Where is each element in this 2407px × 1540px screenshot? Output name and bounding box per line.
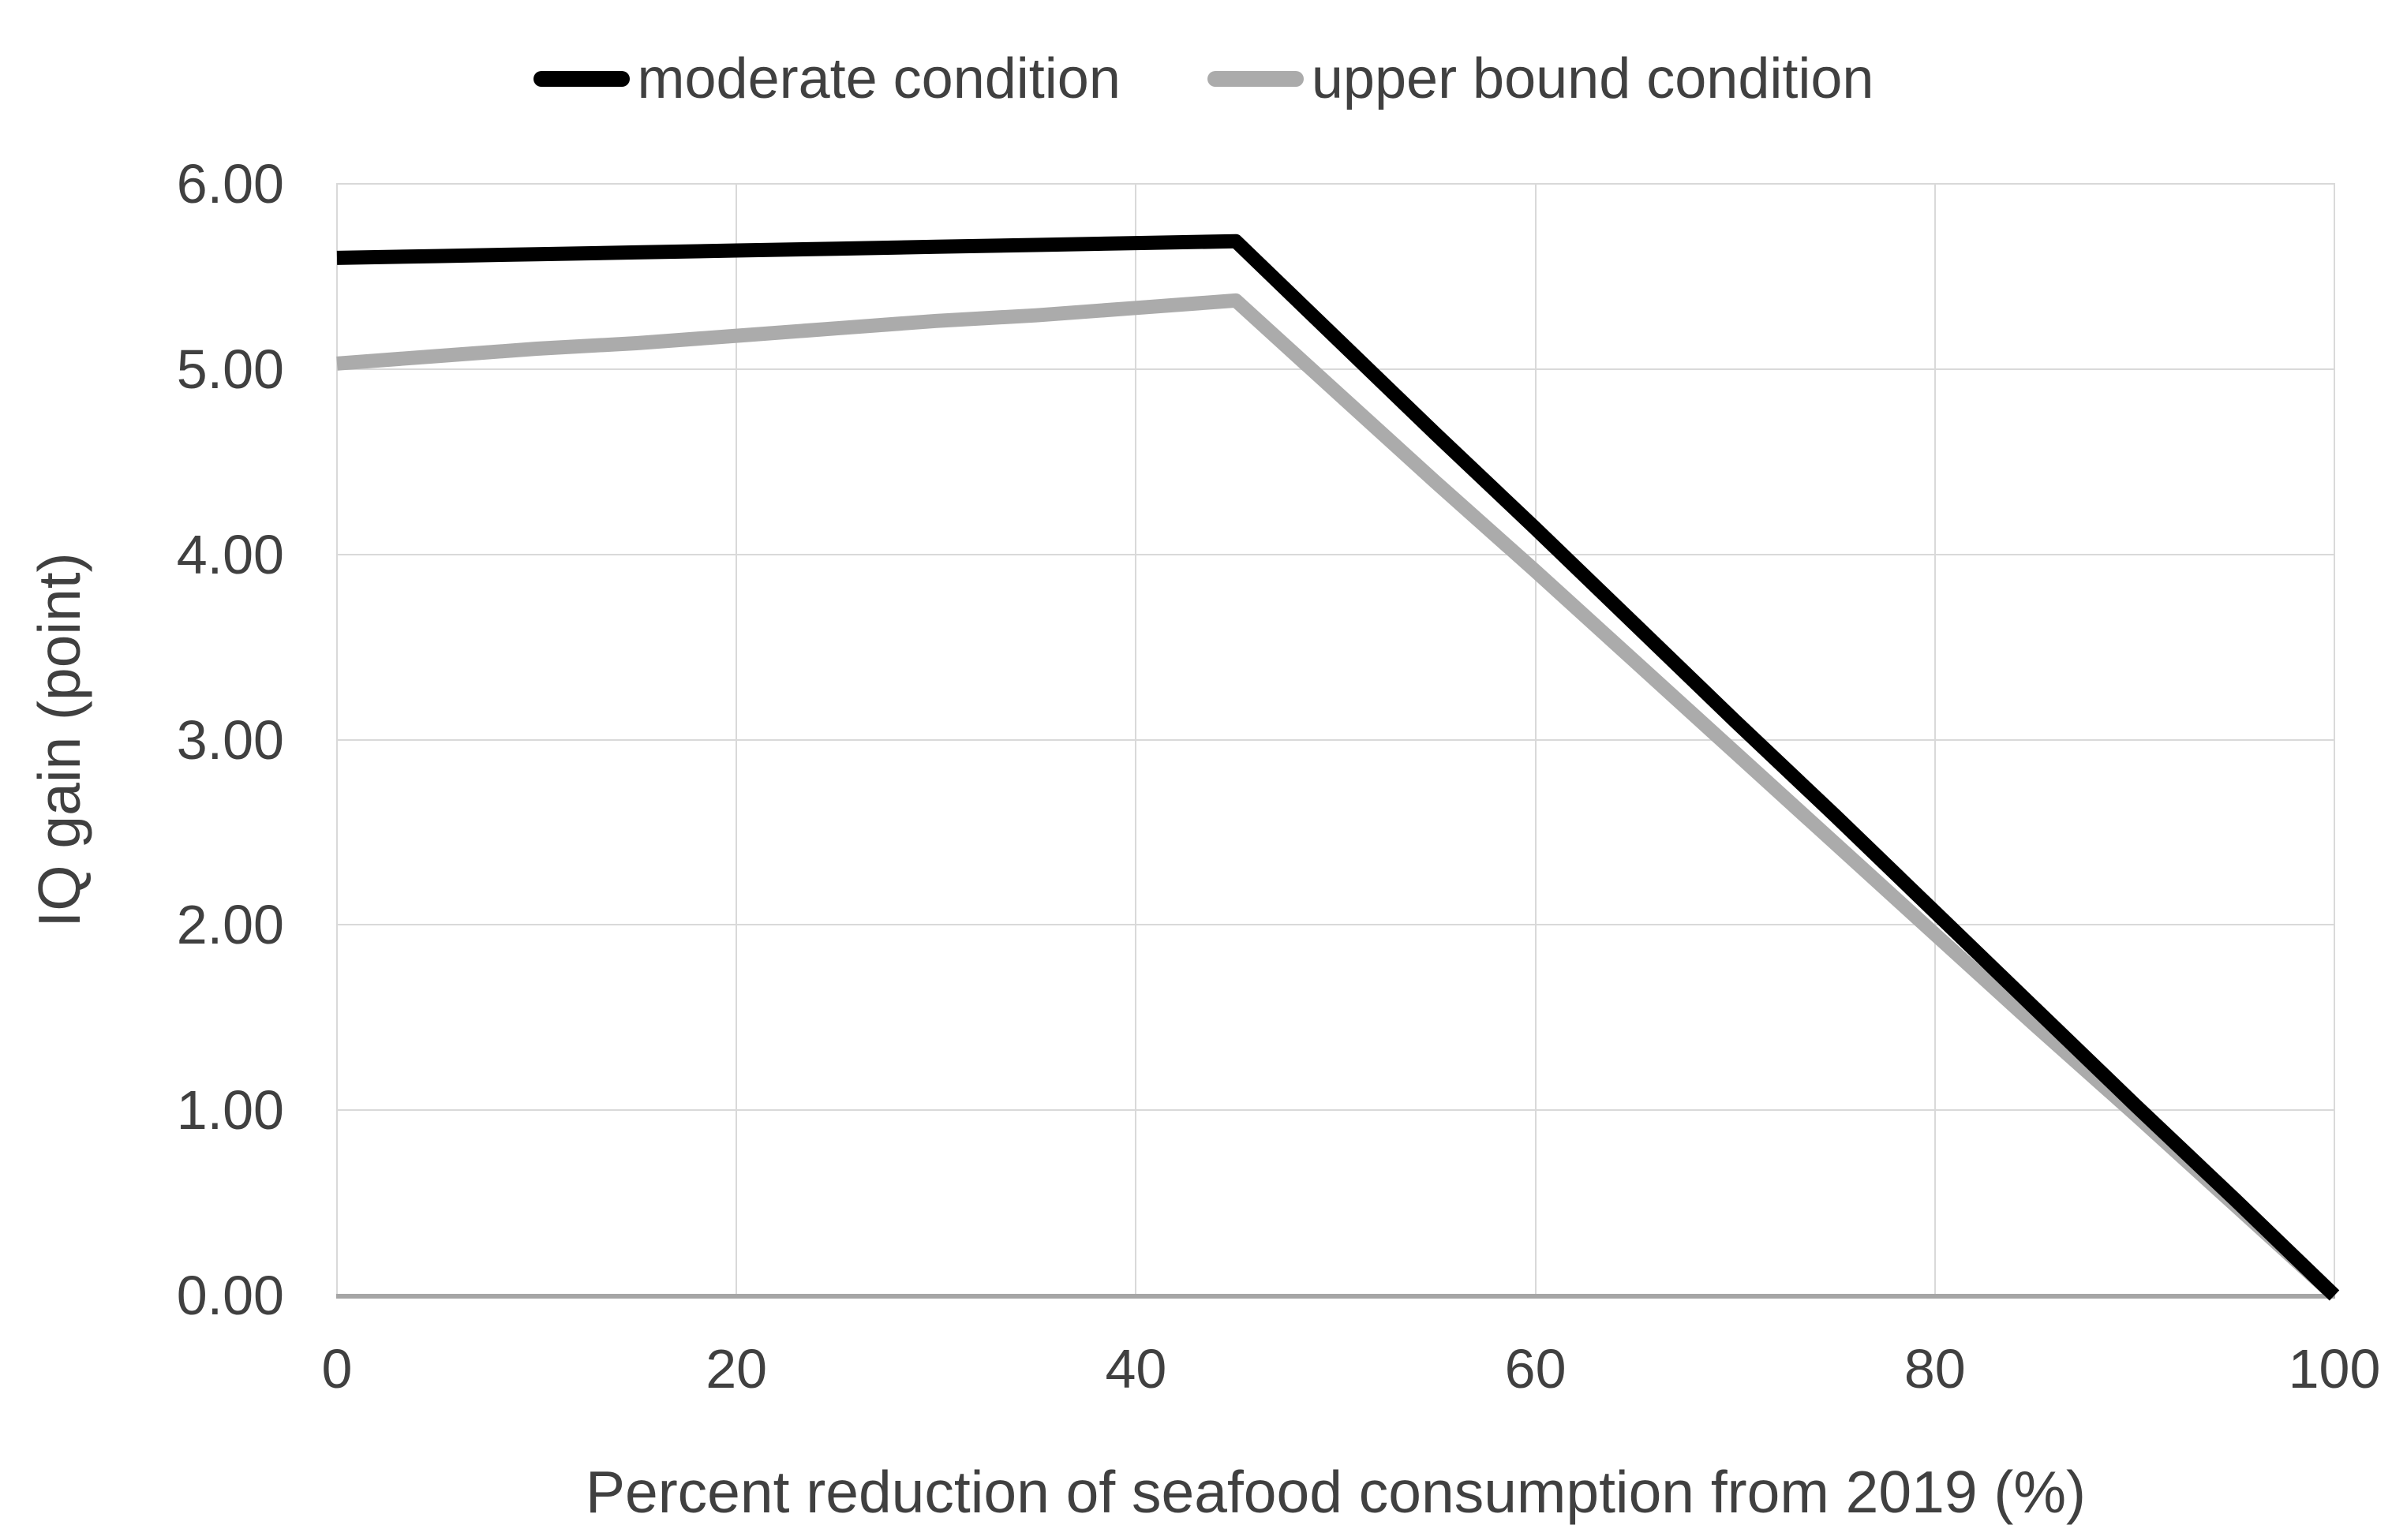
y-axis-title: IQ gain (point) <box>26 551 92 928</box>
legend-line-marker-moderate <box>533 71 630 87</box>
x-tick-label: 40 <box>1105 1338 1167 1400</box>
y-tick-label: 3.00 <box>176 708 284 771</box>
x-axis-title: Percent reduction of seafood consumption… <box>585 1459 2087 1525</box>
y-tick-label: 5.00 <box>176 338 284 400</box>
legend-item-upper-bound: upper bound condition <box>1207 43 1874 114</box>
x-tick-label: 100 <box>2288 1338 2381 1400</box>
y-tick-label: 4.00 <box>176 523 284 585</box>
legend-line-marker-upper-bound <box>1207 71 1304 87</box>
x-tick-label: 80 <box>1904 1338 1966 1400</box>
x-tick-label: 60 <box>1504 1338 1567 1400</box>
legend: moderate condition upper bound condition <box>0 43 2407 114</box>
x-axis-line <box>336 1294 2335 1299</box>
y-tick-label: 0.00 <box>176 1265 284 1326</box>
y-tick-label: 2.00 <box>176 894 284 956</box>
y-tick-label: 1.00 <box>176 1079 284 1142</box>
legend-label-moderate: moderate condition <box>637 47 1121 110</box>
y-tick-label: 6.00 <box>176 153 284 215</box>
x-tick-label: 0 <box>321 1338 353 1400</box>
x-tick-label: 20 <box>706 1338 768 1400</box>
plot-area-border <box>336 183 2335 1296</box>
legend-item-moderate: moderate condition <box>533 43 1121 114</box>
legend-label-upper-bound: upper bound condition <box>1311 47 1874 110</box>
